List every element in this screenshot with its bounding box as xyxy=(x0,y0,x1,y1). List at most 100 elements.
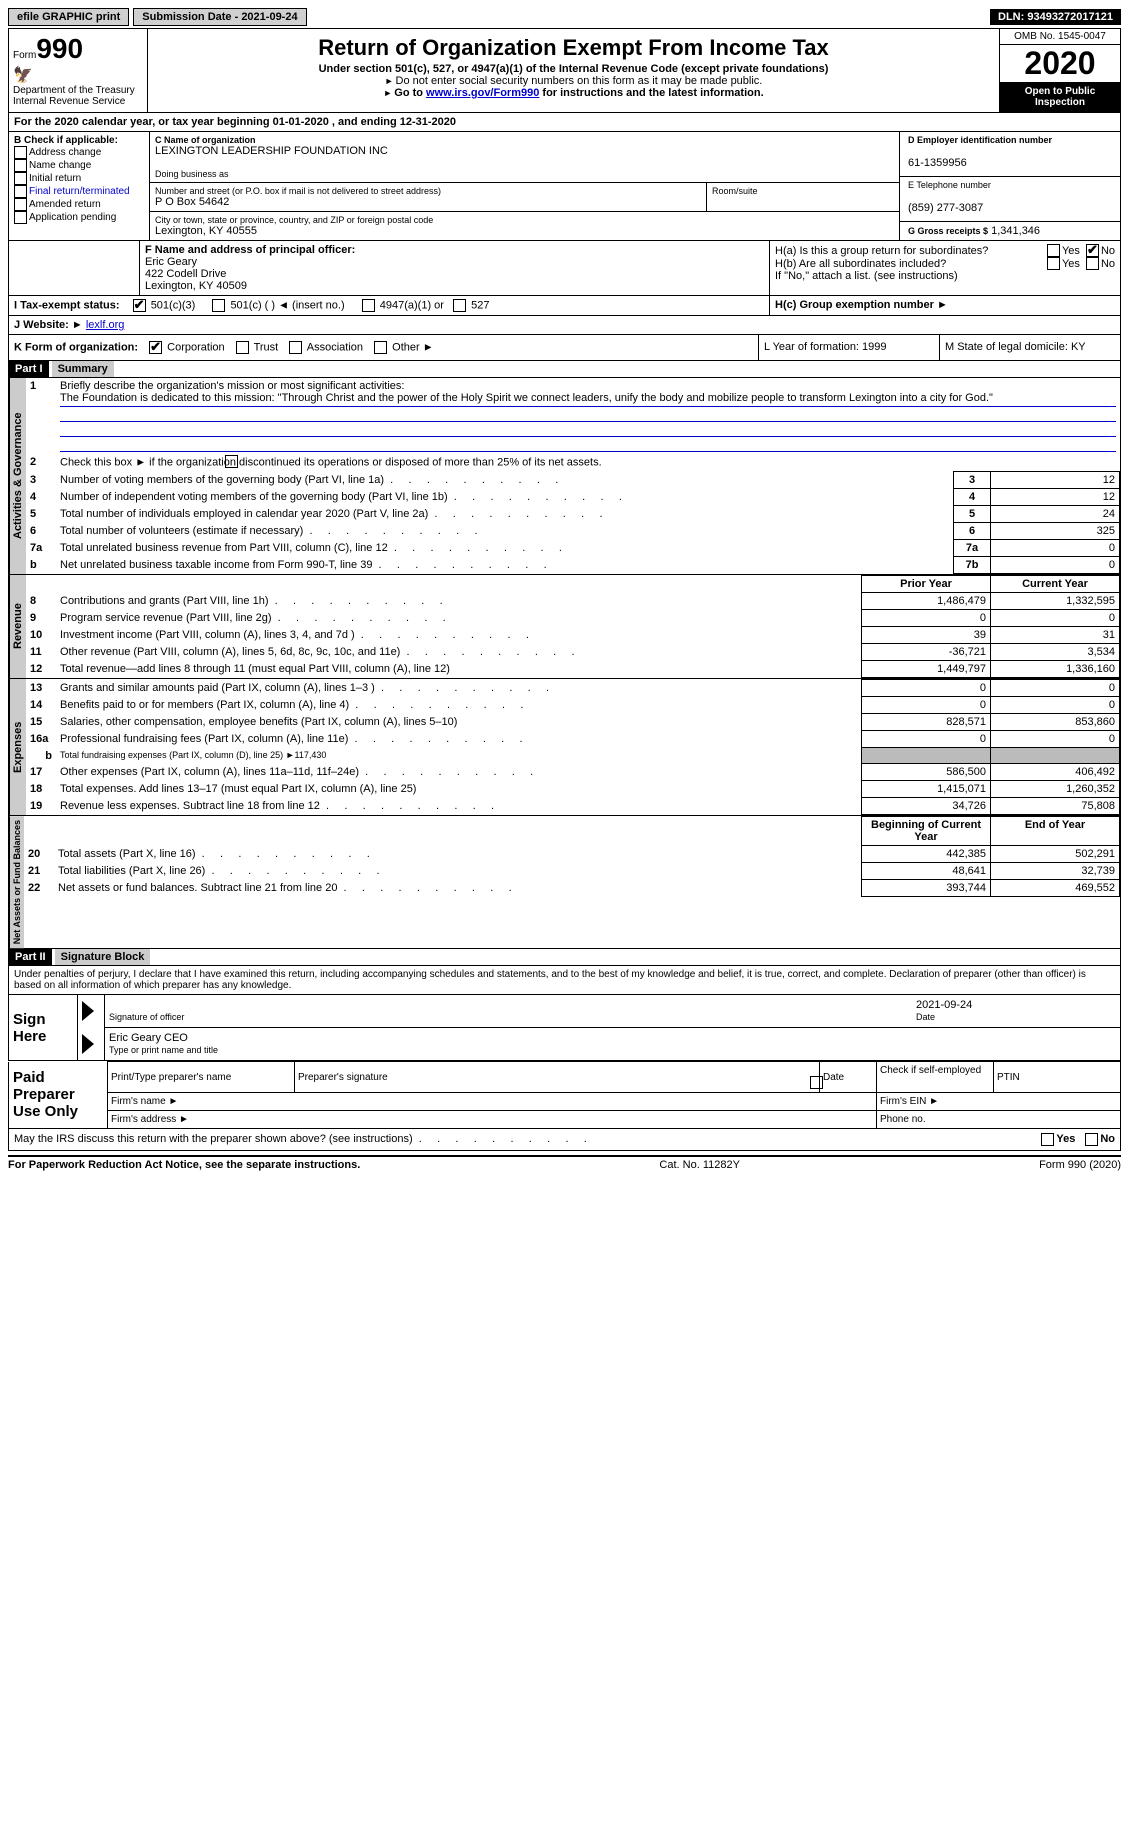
line-7b-box: 7b xyxy=(954,557,991,574)
phone-value: (859) 277-3087 xyxy=(908,202,1112,214)
officer-name: Eric Geary xyxy=(145,256,764,268)
i-501c3-checkbox[interactable] xyxy=(133,299,146,312)
section-hc: H(c) Group exemption number ► xyxy=(769,296,1120,315)
section-e: E Telephone number (859) 277-3087 xyxy=(900,176,1120,221)
k-other-checkbox[interactable] xyxy=(374,341,387,354)
discuss-no: No xyxy=(1100,1133,1115,1146)
line-5-label: Total number of individuals employed in … xyxy=(56,506,954,523)
ha-no: No xyxy=(1101,245,1115,257)
org-name-label: C Name of organization xyxy=(155,135,894,145)
goto-pre: Go to xyxy=(383,87,426,99)
hc-label: H(c) Group exemption number ► xyxy=(775,299,948,311)
dba-label: Doing business as xyxy=(155,169,894,179)
k-assoc-checkbox[interactable] xyxy=(289,341,302,354)
ein-value: 61-1359956 xyxy=(908,157,1112,169)
discuss-yes-checkbox[interactable] xyxy=(1041,1133,1054,1146)
addr-value: P O Box 54642 xyxy=(155,196,701,208)
hb-yes-checkbox[interactable] xyxy=(1047,257,1060,270)
line-20-label: Total assets (Part X, line 16) xyxy=(54,846,862,863)
opt-amended-label: Amended return xyxy=(29,199,101,210)
line-10-label: Investment income (Part VIII, column (A)… xyxy=(56,627,862,644)
opt-pending-label: Application pending xyxy=(29,212,116,223)
sign-arrow-icon xyxy=(82,1001,94,1021)
line-7b-val: 0 xyxy=(991,557,1120,574)
line-a: For the 2020 calendar year, or tax year … xyxy=(8,113,1121,132)
expenses-tab: Expenses xyxy=(9,679,26,815)
line-21-end: 32,739 xyxy=(991,863,1120,880)
opt-address-label: Address change xyxy=(29,147,101,158)
line-8-num: 8 xyxy=(26,593,56,610)
prep-sig-label: Preparer's signature xyxy=(295,1062,820,1093)
line-6-val: 325 xyxy=(991,523,1120,540)
k-trust-checkbox[interactable] xyxy=(236,341,249,354)
discuss-yes: Yes xyxy=(1056,1133,1075,1146)
ptin-label: PTIN xyxy=(994,1062,1121,1093)
ein-label: D Employer identification number xyxy=(908,135,1112,145)
line-19-prior: 34,726 xyxy=(862,798,991,815)
submission-button[interactable]: Submission Date - 2021-09-24 xyxy=(133,8,306,26)
line-9-prior: 0 xyxy=(862,610,991,627)
opt-name-label: Name change xyxy=(29,160,91,171)
section-j: J Website: ► lexlf.org xyxy=(9,316,1120,334)
opt-pending[interactable]: Application pending xyxy=(14,211,144,224)
hb-no: No xyxy=(1101,258,1115,270)
opt-initial[interactable]: Initial return xyxy=(14,172,144,185)
line-17-prior: 586,500 xyxy=(862,764,991,781)
sign-here-label: Sign Here xyxy=(9,995,78,1061)
line-7a-box: 7a xyxy=(954,540,991,557)
line-2-num: 2 xyxy=(26,454,56,472)
hb-no-checkbox[interactable] xyxy=(1086,257,1099,270)
prior-year-header: Prior Year xyxy=(862,576,991,593)
form-title: Return of Organization Exempt From Incom… xyxy=(152,35,995,61)
opt-amended[interactable]: Amended return xyxy=(14,198,144,211)
ha-yes-checkbox[interactable] xyxy=(1047,244,1060,257)
irs-link[interactable]: www.irs.gov/Form990 xyxy=(426,87,539,99)
opt-final-label: Final return/terminated xyxy=(29,186,130,197)
part2-label: Part II xyxy=(9,949,52,965)
website-link[interactable]: lexlf.org xyxy=(86,319,125,331)
i-501c-checkbox[interactable] xyxy=(212,299,225,312)
ha-no-checkbox[interactable] xyxy=(1086,244,1099,257)
i-4947-checkbox[interactable] xyxy=(362,299,375,312)
prep-name-label: Print/Type preparer's name xyxy=(108,1062,295,1093)
i-527: 527 xyxy=(471,299,489,311)
ha-label: H(a) Is this a group return for subordin… xyxy=(775,245,1047,257)
part1-label: Part I xyxy=(9,361,49,377)
line-12-current: 1,336,160 xyxy=(991,661,1120,678)
i-527-checkbox[interactable] xyxy=(453,299,466,312)
hb-label: H(b) Are all subordinates included? xyxy=(775,258,1047,270)
line-1: Briefly describe the organization's miss… xyxy=(56,378,1120,454)
line-6-box: 6 xyxy=(954,523,991,540)
line-12-label: Total revenue—add lines 8 through 11 (mu… xyxy=(56,661,862,678)
line-4-num: 4 xyxy=(26,489,56,506)
hb-yes: Yes xyxy=(1062,258,1080,270)
line-7b-num: b xyxy=(26,557,56,574)
expenses-table: 13Grants and similar amounts paid (Part … xyxy=(26,679,1120,815)
prep-self-cell: Check if self-employed xyxy=(877,1062,994,1093)
line-16a-prior: 0 xyxy=(862,731,991,748)
opt-initial-label: Initial return xyxy=(29,173,81,184)
line-18-num: 18 xyxy=(26,781,56,798)
sign-here-block: Sign Here Signature of officer 2021-09-2… xyxy=(8,995,1121,1061)
line-12-num: 12 xyxy=(26,661,56,678)
k-corp-checkbox[interactable] xyxy=(149,341,162,354)
line-11-current: 3,534 xyxy=(991,644,1120,661)
opt-name[interactable]: Name change xyxy=(14,159,144,172)
line-18-prior: 1,415,071 xyxy=(862,781,991,798)
efile-button[interactable]: efile GRAPHIC print xyxy=(8,8,129,26)
line-1-label: Briefly describe the organization's miss… xyxy=(60,380,404,392)
line-2-text: Check this box ► if the organization dis… xyxy=(60,456,602,468)
line-2: Check this box ► if the organization dis… xyxy=(56,454,1120,472)
line-4-val: 12 xyxy=(991,489,1120,506)
opt-final[interactable]: Final return/terminated xyxy=(14,185,144,198)
line-6-label: Total number of volunteers (estimate if … xyxy=(56,523,954,540)
line-3-num: 3 xyxy=(26,472,56,489)
gross-value: 1,341,346 xyxy=(991,225,1040,237)
line-10-num: 10 xyxy=(26,627,56,644)
line-11-num: 11 xyxy=(26,644,56,661)
line-2-checkbox[interactable] xyxy=(225,455,238,468)
line-22-begin: 393,744 xyxy=(862,880,991,897)
self-employed-checkbox[interactable] xyxy=(810,1076,823,1089)
opt-address[interactable]: Address change xyxy=(14,146,144,159)
discuss-no-checkbox[interactable] xyxy=(1085,1133,1098,1146)
